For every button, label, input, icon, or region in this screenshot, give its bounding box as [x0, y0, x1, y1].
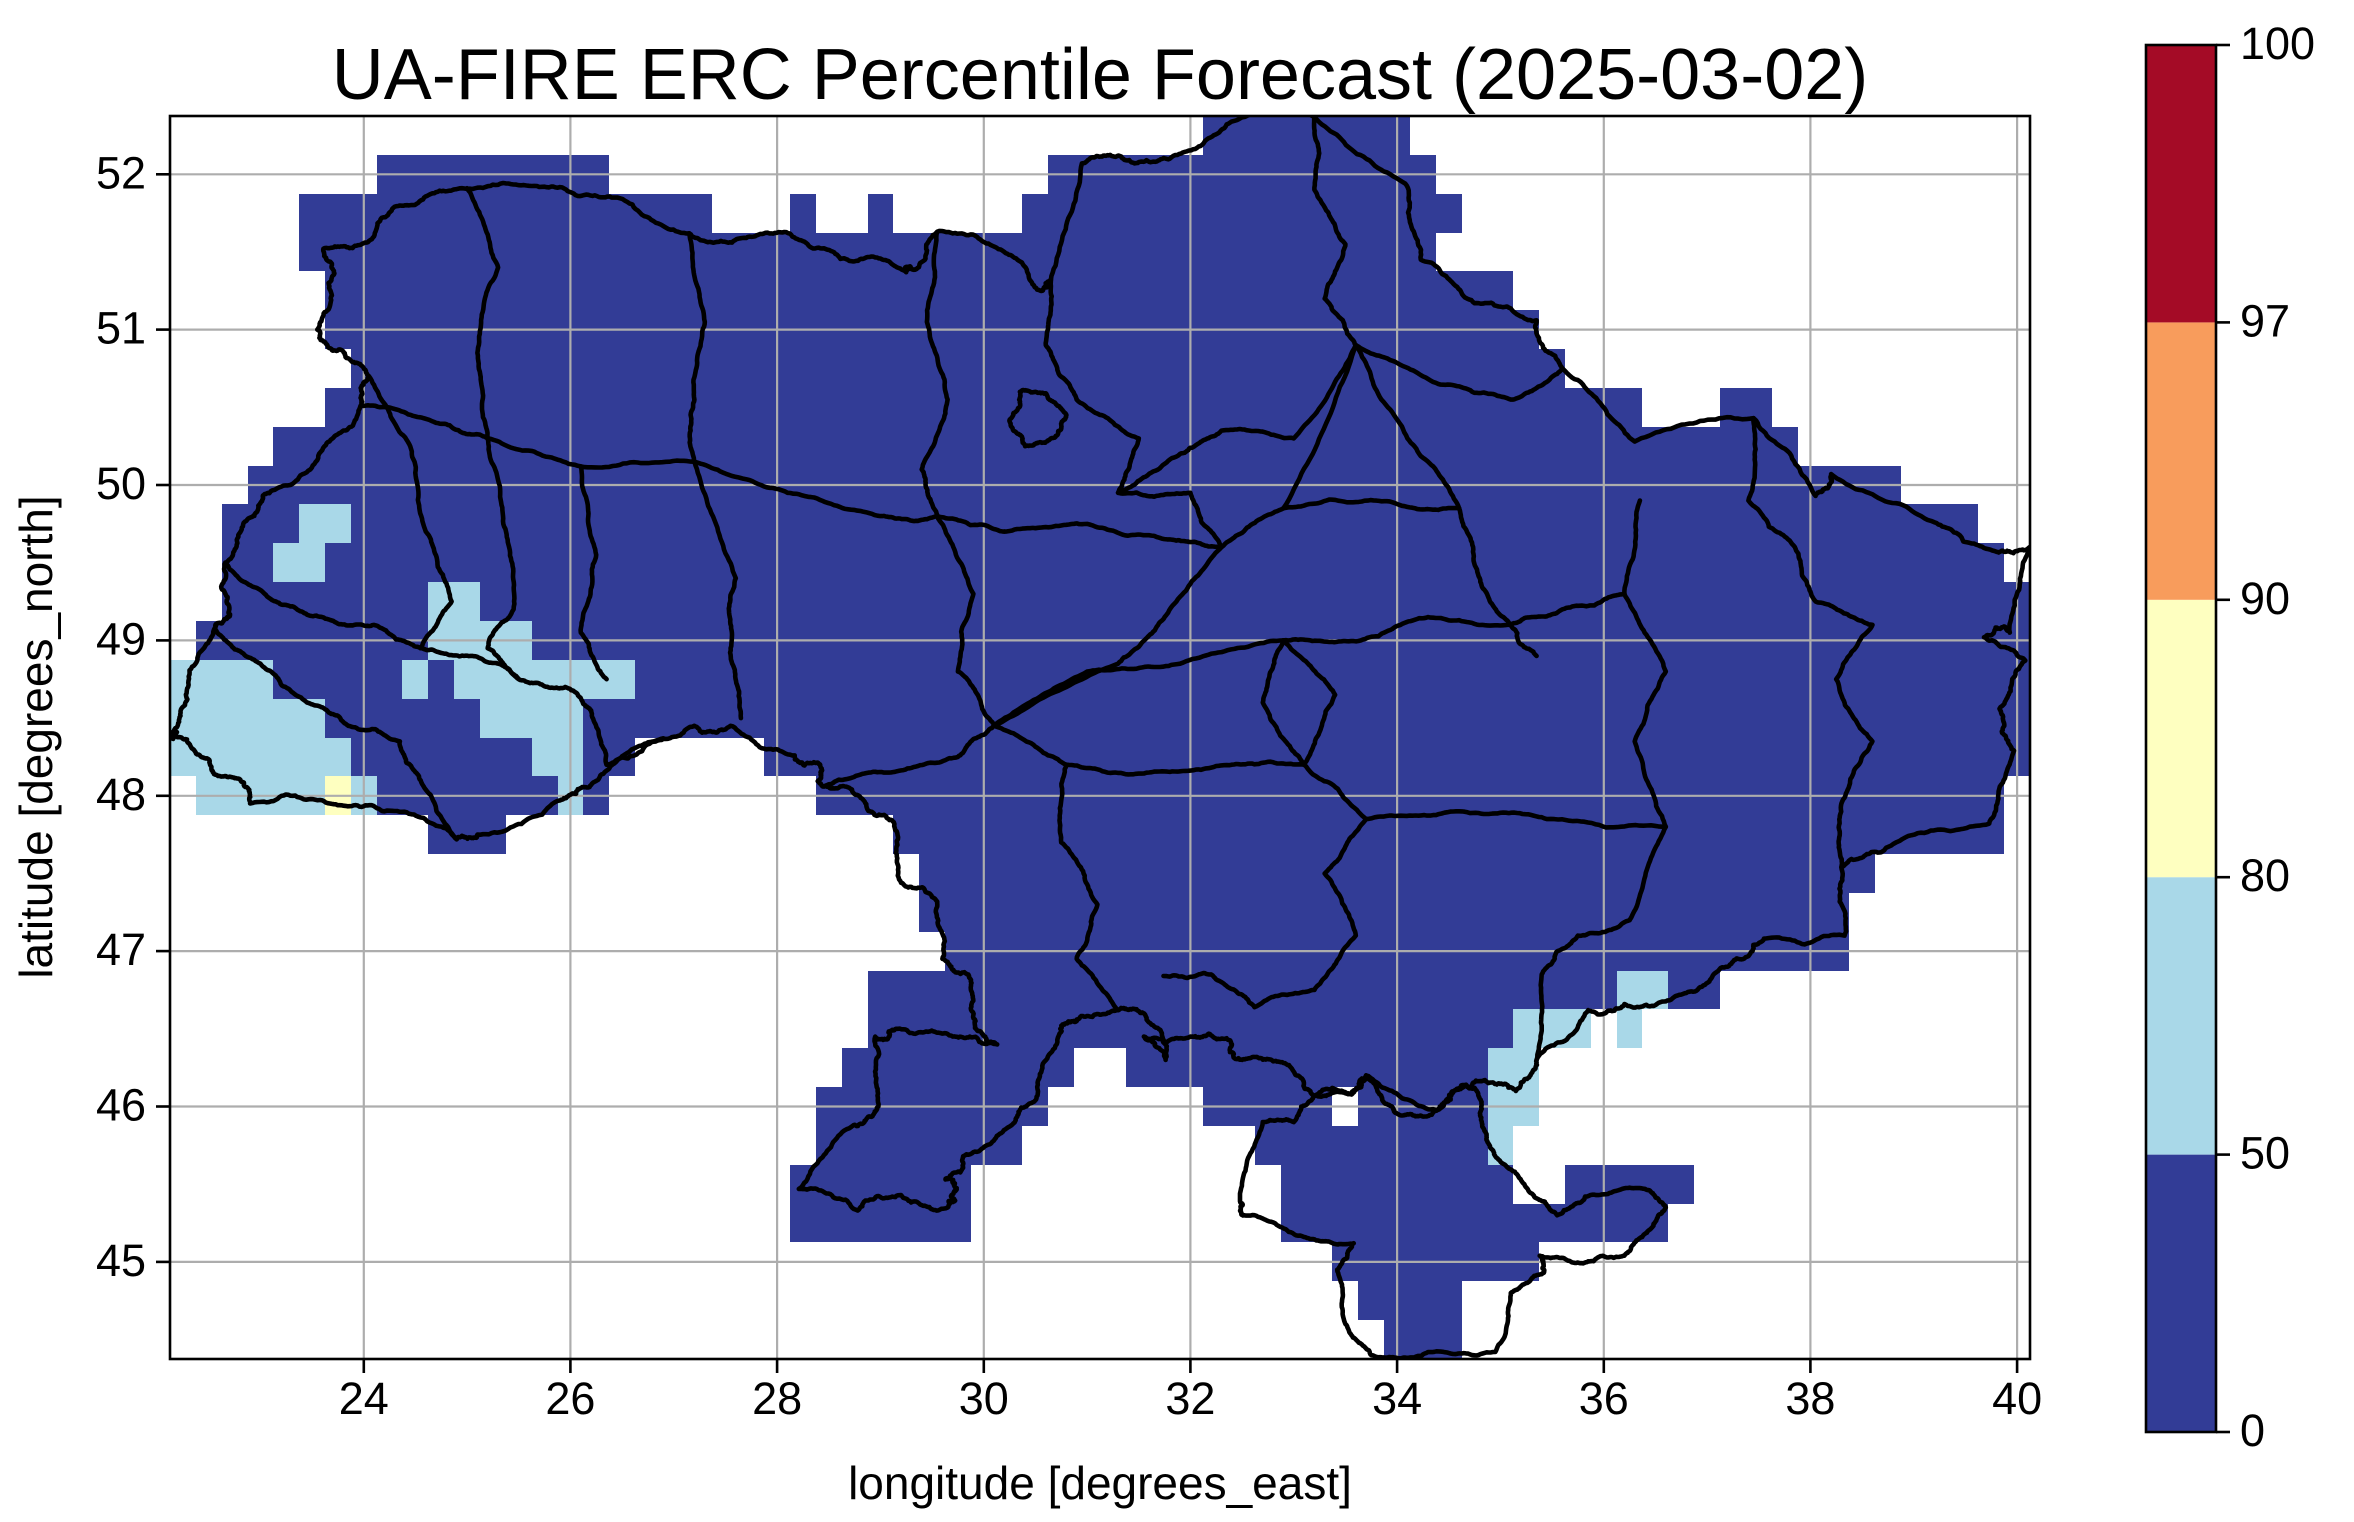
svg-text:32: 32 [1165, 1373, 1215, 1424]
svg-text:80: 80 [2240, 850, 2290, 901]
svg-text:45: 45 [96, 1235, 146, 1286]
svg-text:52: 52 [96, 147, 146, 198]
svg-text:UA-FIRE ERC Percentile Forecas: UA-FIRE ERC Percentile Forecast (2025-03… [332, 35, 1869, 115]
svg-text:50: 50 [2240, 1128, 2290, 1179]
svg-text:36: 36 [1579, 1373, 1629, 1424]
svg-text:48: 48 [96, 769, 146, 820]
svg-text:49: 49 [96, 613, 146, 664]
svg-text:47: 47 [96, 924, 146, 975]
svg-text:97: 97 [2240, 295, 2290, 346]
svg-text:40: 40 [1992, 1373, 2042, 1424]
svg-text:51: 51 [96, 303, 146, 354]
svg-text:0: 0 [2240, 1405, 2265, 1456]
svg-text:longitude [degrees_east]: longitude [degrees_east] [848, 1457, 1352, 1509]
svg-text:46: 46 [96, 1080, 146, 1131]
svg-text:24: 24 [339, 1373, 389, 1424]
svg-text:38: 38 [1785, 1373, 1835, 1424]
svg-text:34: 34 [1372, 1373, 1422, 1424]
svg-text:100: 100 [2240, 18, 2315, 69]
svg-text:50: 50 [96, 458, 146, 509]
svg-text:26: 26 [545, 1373, 595, 1424]
svg-text:28: 28 [752, 1373, 802, 1424]
svg-text:30: 30 [959, 1373, 1009, 1424]
svg-text:90: 90 [2240, 573, 2290, 624]
svg-text:latitude [degrees_north]: latitude [degrees_north] [10, 495, 62, 978]
